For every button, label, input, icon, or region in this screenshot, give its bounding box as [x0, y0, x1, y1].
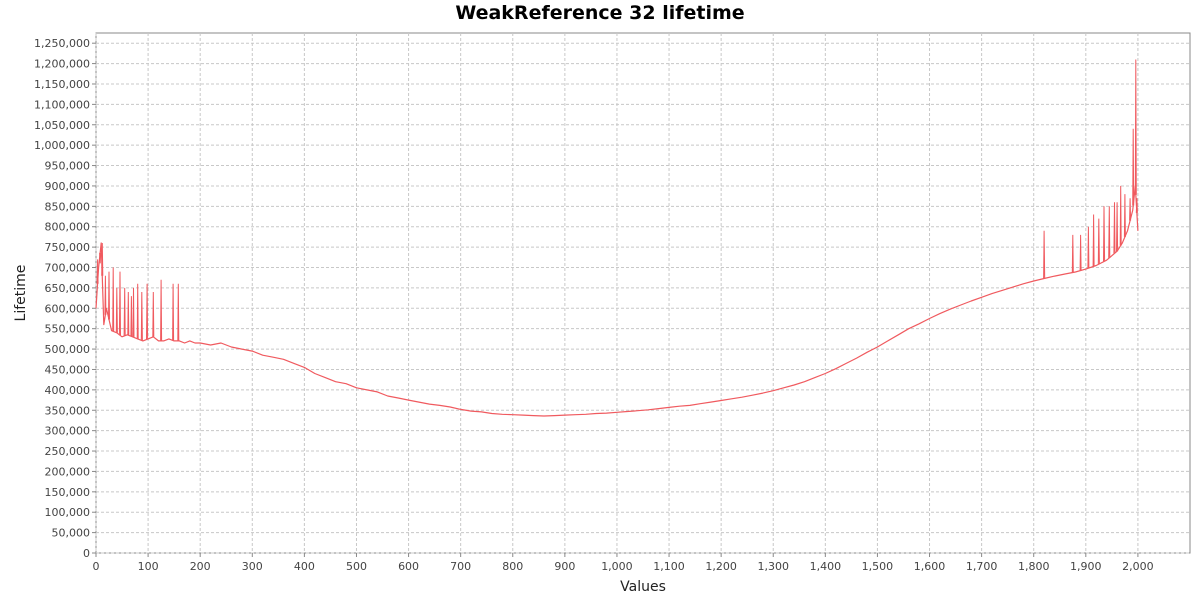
y-tick-label: 900,000 — [45, 180, 91, 193]
series-spike — [1079, 234, 1082, 271]
y-tick-label: 150,000 — [45, 486, 91, 499]
series-spike — [1129, 198, 1132, 221]
x-tick-label: 1,200 — [705, 560, 737, 573]
series-spike — [1123, 194, 1126, 237]
series-spike — [112, 267, 115, 332]
y-axis: 0 50,000 100,000 150,000 200,000 250,000 300,0… — [34, 37, 96, 560]
y-tick-label: 300,000 — [45, 425, 91, 438]
y-tick-label: 950,000 — [45, 160, 91, 173]
series-spike — [146, 283, 149, 340]
chart-title: WeakReference 32 lifetime — [455, 2, 745, 24]
x-tick-label: 0 — [93, 560, 100, 573]
x-tick-label: 1,400 — [810, 560, 842, 573]
series-spike — [1132, 128, 1135, 206]
series-spike — [96, 259, 99, 284]
series-spike — [136, 283, 139, 339]
series-spike — [115, 287, 118, 333]
series-spike — [152, 291, 155, 337]
y-tick-label: 650,000 — [45, 282, 91, 295]
series-spike — [1087, 226, 1090, 269]
y-tick-label: 550,000 — [45, 323, 91, 336]
plot-area — [95, 32, 1191, 554]
series-spike — [1103, 206, 1106, 262]
series-spike — [160, 279, 163, 341]
series-spike — [127, 291, 130, 336]
x-tick-label: 1,300 — [757, 560, 789, 573]
series-spike — [104, 275, 107, 315]
x-tick-label: 900 — [554, 560, 575, 573]
series-spike — [99, 252, 102, 264]
series-spike — [1113, 202, 1116, 254]
series-spike — [123, 287, 126, 336]
y-tick-label: 0 — [83, 547, 90, 560]
x-axis: 0 100 200 300 400 500 600 700 800 900 1,000 1,100 1,… — [93, 553, 1154, 573]
x-tick-label: 600 — [398, 560, 419, 573]
y-tick-label: 1,100,000 — [34, 98, 90, 111]
grid — [95, 33, 1190, 554]
y-tick-label: 800,000 — [45, 221, 91, 234]
series-spike — [108, 271, 110, 320]
y-tick-label: 450,000 — [45, 363, 91, 376]
y-tick-label: 100,000 — [45, 506, 91, 519]
x-axis-label: Values — [620, 579, 666, 595]
x-tick-label: 800 — [502, 560, 523, 573]
x-tick-label: 1,700 — [966, 560, 998, 573]
y-tick-label: 1,050,000 — [34, 119, 90, 132]
y-tick-label: 1,250,000 — [34, 37, 90, 50]
series-spike — [177, 283, 180, 341]
series-spike — [1134, 59, 1137, 195]
series-spike — [1108, 206, 1111, 258]
x-tick-label: 1,000 — [601, 560, 633, 573]
series-line — [95, 185, 1139, 417]
series-spike — [1092, 214, 1095, 267]
series-spike — [118, 271, 121, 336]
x-tick-label: 1,100 — [653, 560, 685, 573]
x-tick-label: 100 — [138, 560, 159, 573]
y-tick-label: 850,000 — [45, 200, 91, 213]
series-spike — [132, 287, 135, 338]
x-tick-label: 1,600 — [914, 560, 946, 573]
x-tick-label: 300 — [242, 560, 263, 573]
x-tick-label: 500 — [346, 560, 367, 573]
x-tick-label: 200 — [190, 560, 211, 573]
series-spike — [140, 291, 143, 341]
series-spike — [1116, 202, 1119, 252]
y-tick-label: 750,000 — [45, 241, 91, 254]
series-spike — [1097, 218, 1100, 265]
y-tick-label: 500,000 — [45, 343, 91, 356]
y-tick-label: 50,000 — [52, 527, 91, 540]
y-tick-label: 350,000 — [45, 404, 91, 417]
y-tick-label: 700,000 — [45, 262, 91, 275]
x-tick-label: 1,800 — [1018, 560, 1050, 573]
x-tick-label: 700 — [450, 560, 471, 573]
series-layer — [95, 59, 1139, 417]
series-spike — [1135, 198, 1138, 213]
x-tick-label: 2,000 — [1122, 560, 1154, 573]
series-spike — [1119, 185, 1122, 246]
x-tick-label: 400 — [294, 560, 315, 573]
y-tick-label: 1,000,000 — [34, 139, 90, 152]
series-spike — [1071, 234, 1074, 273]
series-spike — [101, 242, 104, 276]
y-tick-label: 200,000 — [45, 465, 91, 478]
series-spike — [172, 283, 175, 341]
y-axis-label: Lifetime — [13, 265, 29, 322]
y-tick-label: 600,000 — [45, 302, 91, 315]
x-tick-label: 1,500 — [862, 560, 894, 573]
y-tick-label: 400,000 — [45, 384, 91, 397]
x-tick-label: 1,900 — [1070, 560, 1102, 573]
series-spike — [130, 296, 133, 337]
y-tick-label: 1,200,000 — [34, 58, 90, 71]
y-tick-label: 1,150,000 — [34, 78, 90, 91]
y-tick-label: 250,000 — [45, 445, 91, 458]
series-spike — [1043, 230, 1046, 279]
